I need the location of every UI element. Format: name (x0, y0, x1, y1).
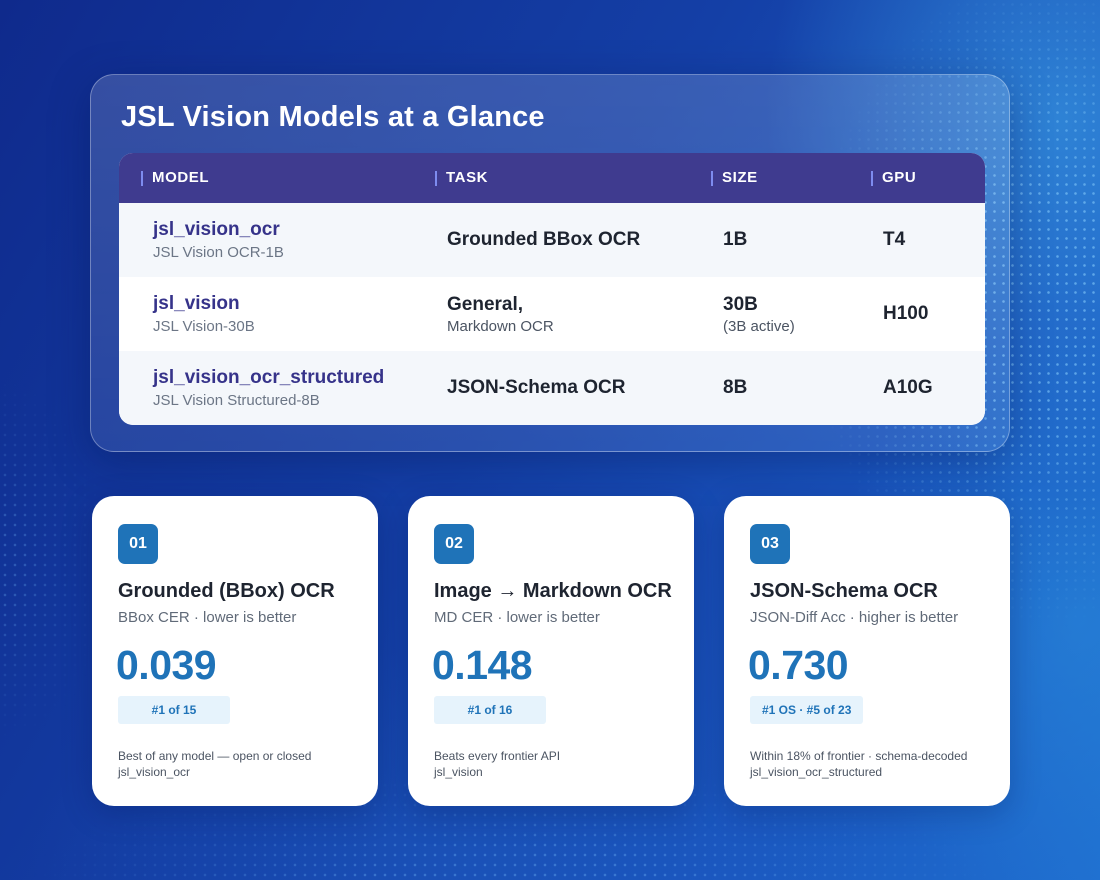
size-subvalue: (3B active) (723, 317, 795, 335)
card-title: JSON-Schema OCR (750, 580, 938, 602)
rank-badge: #1 of 15 (118, 696, 230, 724)
card-number-badge: 03 (750, 524, 790, 564)
size-value: 8B (723, 377, 748, 398)
card-score: 0.039 (116, 642, 217, 688)
benchmark-card-bbox-ocr: 01 Grounded (BBox) OCR BBox CER · lower … (92, 496, 378, 806)
task-value: JSON-Schema OCR (447, 377, 626, 398)
size-value: 30B (723, 293, 758, 315)
page-title: JSL Vision Models at a Glance (121, 101, 545, 133)
card-note-model: jsl_vision_ocr_structured (750, 765, 883, 779)
gpu-value: A10G (883, 377, 933, 398)
table-header: MODEL TASK SIZE GPU (119, 153, 985, 203)
model-subtitle: JSL Vision-30B (153, 318, 255, 335)
model-name: jsl_vision_ocr (153, 219, 280, 240)
card-note-line: Within 18% of frontier · schema-decoded (750, 749, 968, 763)
card-metric: JSON-Diff Acc · higher is better (750, 609, 959, 626)
column-header-task: TASK (435, 153, 488, 203)
card-title: Grounded (BBox) OCR (118, 580, 335, 602)
model-cell: jsl_vision JSL Vision-30B (153, 277, 255, 351)
size-cell: 1B (723, 203, 747, 277)
task-cell: General, Markdown OCR (447, 277, 554, 351)
size-value: 1B (723, 229, 748, 250)
model-subtitle: JSL Vision OCR-1B (153, 244, 284, 261)
model-cell: jsl_vision_ocr_structured JSL Vision Str… (153, 351, 384, 425)
models-overview-panel: JSL Vision Models at a Glance MODEL TASK… (90, 74, 1010, 452)
card-metric: BBox CER · lower is better (118, 609, 297, 626)
gpu-value: H100 (883, 303, 929, 324)
gpu-value: T4 (883, 229, 906, 250)
models-table: MODEL TASK SIZE GPU jsl_vision_ocr JSL V… (119, 153, 985, 425)
table-row: jsl_vision_ocr_structured JSL Vision Str… (119, 351, 985, 425)
table-row: jsl_vision JSL Vision-30B General, Markd… (119, 277, 985, 351)
card-note-model: jsl_vision_ocr (118, 765, 191, 779)
card-score: 0.730 (748, 642, 849, 688)
rank-badge: #1 OS · #5 of 23 (750, 696, 864, 724)
card-note-model: jsl_vision (434, 765, 483, 779)
column-header-size: SIZE (711, 153, 758, 203)
model-name: jsl_vision (153, 293, 240, 314)
task-value: Grounded BBox OCR (447, 229, 641, 250)
gpu-cell: H100 (883, 277, 928, 351)
card-note-line: Beats every frontier API (434, 749, 561, 763)
card-number-badge: 01 (118, 524, 158, 564)
table-row: jsl_vision_ocr JSL Vision OCR-1B Grounde… (119, 203, 985, 277)
rank-badge: #1 of 16 (434, 696, 546, 724)
model-cell: jsl_vision_ocr JSL Vision OCR-1B (153, 203, 284, 277)
card-number-badge: 02 (434, 524, 474, 564)
card-metric: MD CER · lower is better (434, 609, 600, 626)
task-value: General, (447, 293, 524, 315)
task-cell: Grounded BBox OCR (447, 203, 640, 277)
card-note: Best of any model — open or closed jsl_v… (118, 748, 311, 780)
gpu-cell: T4 (883, 203, 905, 277)
benchmark-card-markdown-ocr: 02 Image → Markdown OCR MD CER · lower i… (408, 496, 694, 806)
card-note: Beats every frontier API jsl_vision (434, 748, 560, 780)
task-cell: JSON-Schema OCR (447, 351, 625, 425)
card-note: Within 18% of frontier · schema-decoded … (750, 748, 967, 780)
model-subtitle: JSL Vision Structured-8B (153, 392, 320, 409)
size-cell: 30B (3B active) (723, 277, 795, 351)
column-header-gpu: GPU (871, 153, 916, 203)
benchmark-card-json-schema-ocr: 03 JSON-Schema OCR JSON-Diff Acc · highe… (724, 496, 1010, 806)
gpu-cell: A10G (883, 351, 933, 425)
task-subvalue: Markdown OCR (447, 317, 554, 335)
size-cell: 8B (723, 351, 747, 425)
card-score: 0.148 (432, 642, 533, 688)
card-note-line: Best of any model — open or closed (118, 749, 312, 763)
column-header-model: MODEL (141, 153, 209, 203)
model-name: jsl_vision_ocr_structured (153, 367, 385, 388)
card-title: Image → Markdown OCR (434, 580, 672, 602)
